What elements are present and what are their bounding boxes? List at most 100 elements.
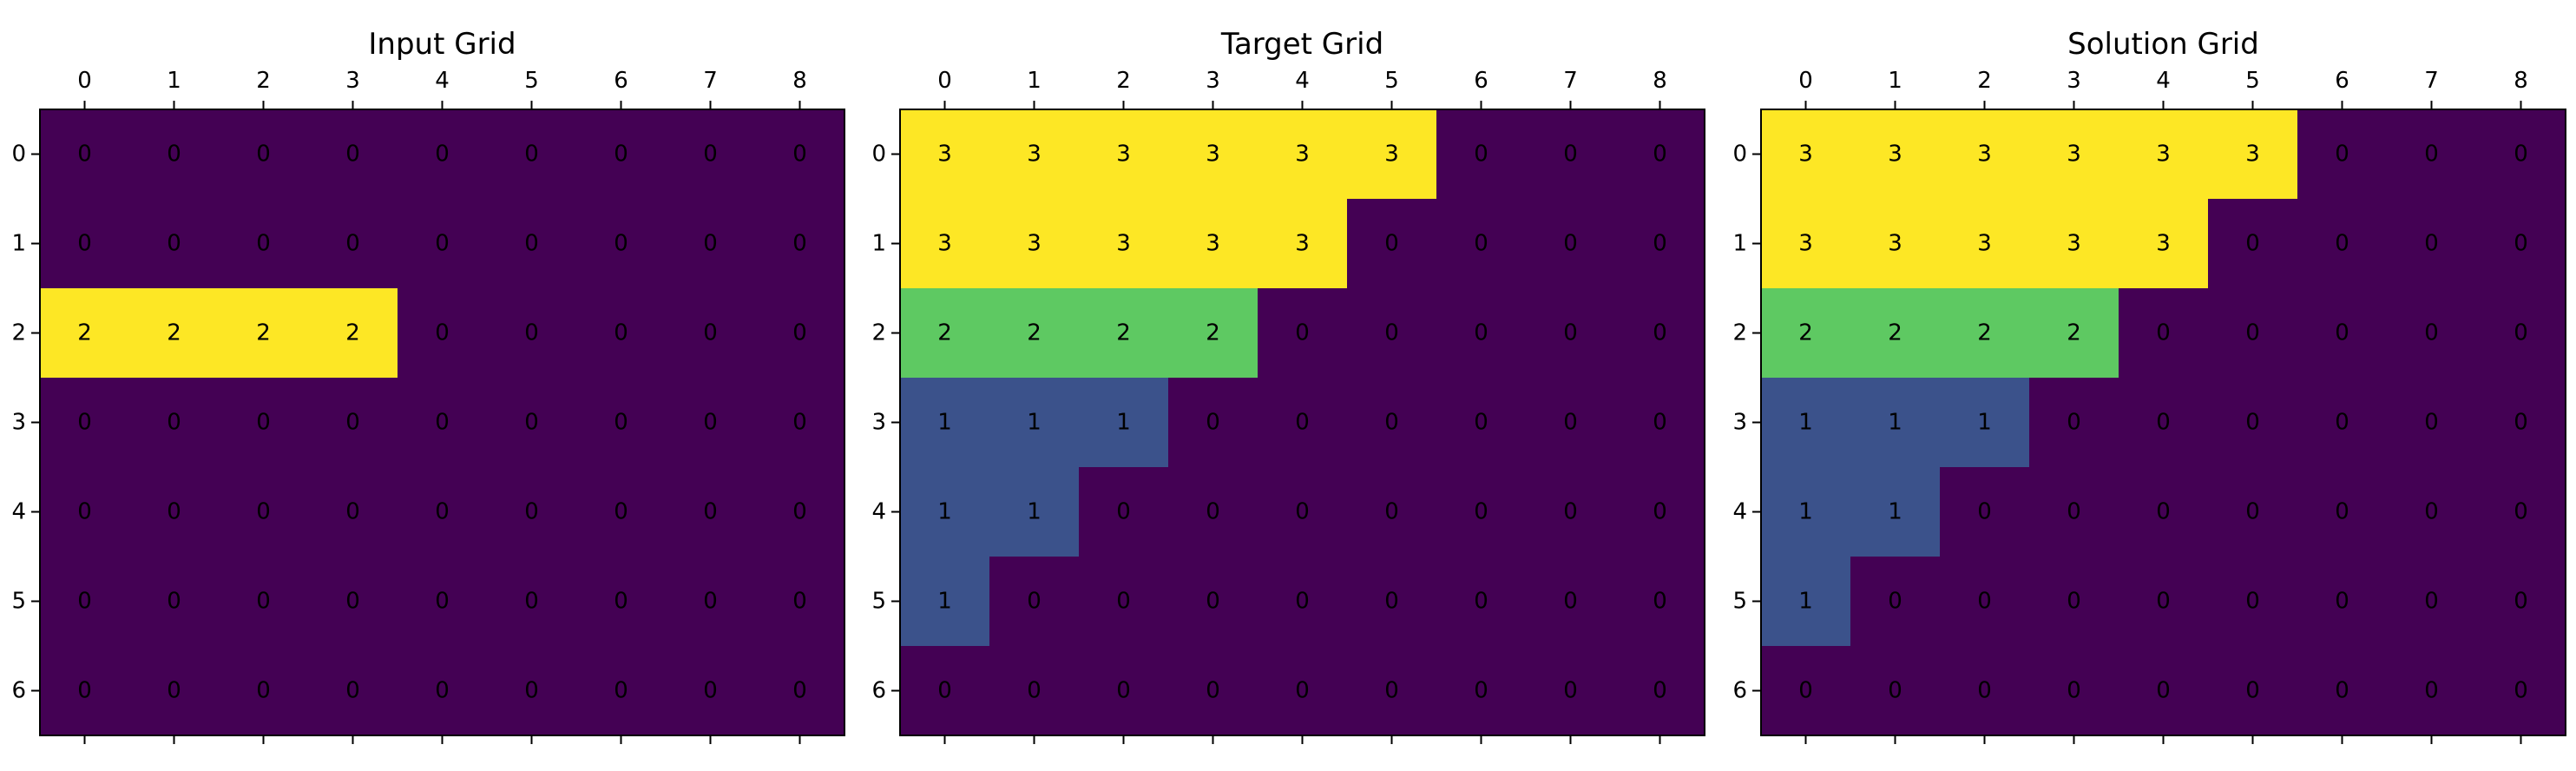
grid-cell <box>1526 199 1616 289</box>
grid-cell <box>308 467 398 557</box>
grid-cell <box>129 109 220 200</box>
grid-cell <box>1436 467 1527 557</box>
grid-cell <box>1761 199 1851 289</box>
grid-cell <box>576 288 667 379</box>
grid-cell <box>1168 646 1258 736</box>
grid-cell <box>2029 378 2119 468</box>
grid-cell <box>2208 378 2298 468</box>
cell-label: 3 <box>1798 231 1813 257</box>
cell-label: 0 <box>1474 231 1488 257</box>
cell-label: 0 <box>1563 589 1578 615</box>
cell-label: 0 <box>1384 678 1399 704</box>
cell-label: 0 <box>1563 499 1578 525</box>
grid-cell <box>1347 199 1437 289</box>
x-tick-label: 1 <box>167 68 181 94</box>
grid-cell <box>666 109 756 200</box>
grid-cell <box>1436 288 1527 379</box>
cell-label: 0 <box>1653 499 1667 525</box>
y-tick-label: 4 <box>11 499 26 525</box>
cell-label: 0 <box>77 231 92 257</box>
cell-label: 0 <box>2245 320 2260 346</box>
cell-label: 0 <box>524 499 539 525</box>
cell-label: 0 <box>2335 499 2349 525</box>
grid-cell <box>487 467 577 557</box>
grid-panel: 3 3 3 3 3 3 0 0 0 3 3 3 3 3 0 0 0 0 2 2 2 2 0 0 0 0 0 1 1 1 0 0 0 0 0 0 1 1 0 0… <box>1732 27 2566 744</box>
cell-label: 0 <box>1206 678 1220 704</box>
cell-label: 0 <box>1563 142 1578 168</box>
cell-label: 0 <box>2335 678 2349 704</box>
grid-cell <box>2297 288 2388 379</box>
cell-label: 0 <box>2335 589 2349 615</box>
cell-label: 0 <box>2424 589 2439 615</box>
cell-label: 0 <box>256 678 271 704</box>
cell-label: 0 <box>167 678 181 704</box>
cell-label: 3 <box>2156 142 2171 168</box>
grid-cell <box>129 288 220 379</box>
grid-panel: 0 0 0 0 0 0 0 0 0 0 0 0 0 0 0 0 0 0 2 2 2 2 0 0 0 0 0 0 0 0 0 0 0 0 0 0 0 0 0 0… <box>11 27 845 744</box>
grid-cell <box>40 288 130 379</box>
cell-label: 0 <box>703 589 718 615</box>
grid-cell <box>1850 288 1941 379</box>
grid-cell <box>1615 109 1705 200</box>
grid-cell <box>219 288 309 379</box>
cell-label: 0 <box>2335 410 2349 436</box>
cell-label: 0 <box>2067 499 2081 525</box>
grid-cell <box>2297 557 2388 647</box>
cell-label: 1 <box>937 410 952 436</box>
grid-cell <box>2208 467 2298 557</box>
cell-label: 0 <box>1474 320 1488 346</box>
cell-label: 3 <box>1888 142 1902 168</box>
x-tick-label: 2 <box>256 68 271 94</box>
grid-cell <box>576 109 667 200</box>
grid-cell <box>2387 646 2477 736</box>
cell-label: 0 <box>703 499 718 525</box>
cell-label: 0 <box>2424 499 2439 525</box>
grid-cell <box>1168 467 1258 557</box>
cell-label: 0 <box>77 410 92 436</box>
cell-label: 2 <box>1798 320 1813 346</box>
grid-cell <box>755 109 845 200</box>
cell-label: 0 <box>167 410 181 436</box>
grid-cell <box>666 557 756 647</box>
x-tick-label: 4 <box>435 68 450 94</box>
cell-label: 0 <box>1027 678 1042 704</box>
grid-cell <box>1940 109 2030 200</box>
grid-cell <box>1436 378 1527 468</box>
y-tick-label: 2 <box>1732 320 1747 346</box>
cell-label: 0 <box>256 231 271 257</box>
y-tick-label: 4 <box>1732 499 1747 525</box>
grid-cell <box>900 557 990 647</box>
grid-cell <box>755 557 845 647</box>
x-tick-label: 5 <box>524 68 539 94</box>
grid-cell <box>666 288 756 379</box>
grid-cell <box>2208 288 2298 379</box>
grid-cell <box>219 646 309 736</box>
x-tick-label: 7 <box>703 68 718 94</box>
cell-label: 1 <box>1798 499 1813 525</box>
grid-cell <box>1761 557 1851 647</box>
y-tick-label: 0 <box>871 142 886 168</box>
x-tick-label: 6 <box>1474 68 1488 94</box>
cell-label: 0 <box>1295 320 1310 346</box>
cell-label: 0 <box>1116 499 1131 525</box>
grid-cell <box>1079 288 1169 379</box>
cell-label: 3 <box>1206 231 1220 257</box>
cell-label: 3 <box>2245 142 2260 168</box>
cell-label: 1 <box>1116 410 1131 436</box>
y-tick-label: 1 <box>871 231 886 257</box>
cell-label: 0 <box>2245 499 2260 525</box>
grid-cell <box>40 646 130 736</box>
grid-cell <box>576 199 667 289</box>
cell-label: 0 <box>524 410 539 436</box>
cell-label: 0 <box>256 589 271 615</box>
grid-cell <box>1168 199 1258 289</box>
cell-label: 0 <box>435 678 450 704</box>
grid-cell <box>1079 557 1169 647</box>
grid-cell <box>666 199 756 289</box>
cell-label: 0 <box>345 499 360 525</box>
grid-cell <box>1850 557 1941 647</box>
grid-cell <box>2297 109 2388 200</box>
grid-cell <box>1761 378 1851 468</box>
grid-cell <box>1436 646 1527 736</box>
cell-label: 0 <box>703 678 718 704</box>
